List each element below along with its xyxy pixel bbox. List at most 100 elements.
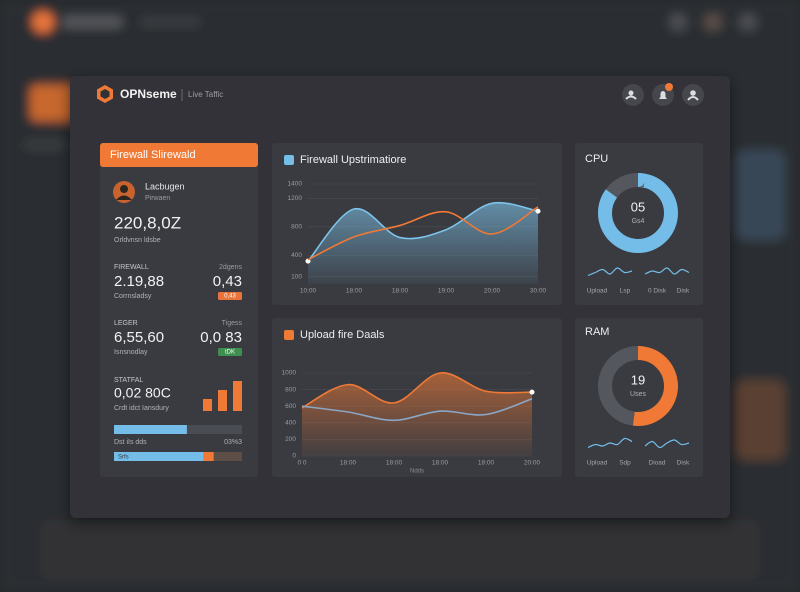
title-icon (284, 155, 294, 165)
donut-value: 19 (631, 372, 645, 387)
header-icons (622, 83, 704, 106)
title-icon (284, 330, 294, 340)
stat-label: LEGER (114, 320, 138, 327)
badge (218, 348, 242, 356)
progress-segment (203, 452, 214, 461)
line (307, 201, 539, 262)
chart-title: CPU (585, 153, 608, 165)
progress-segment (186, 425, 242, 434)
mini-bar (218, 390, 227, 411)
user-name: Lacbugen (145, 181, 185, 191)
users-button[interactable] (622, 84, 644, 106)
ram-card (575, 318, 703, 477)
progress-value: 03%3 (224, 439, 242, 446)
stat-side-label: 2dgens (219, 264, 242, 271)
y-tick-label: 400 (291, 252, 302, 259)
mini-bar (233, 381, 242, 411)
cpu-card (575, 143, 703, 305)
subtitle: Live Taffic (188, 90, 223, 99)
donut-label: Uses (630, 391, 646, 398)
donut-label: Gs4 (632, 218, 645, 225)
spark-label: Disk (677, 460, 690, 467)
card-header (100, 143, 258, 167)
donut-segment (598, 173, 678, 253)
x-tick-label: 0 0 (297, 460, 306, 467)
progress-segment (213, 452, 242, 461)
donut-segment (598, 346, 678, 426)
end-dot (535, 208, 541, 214)
y-tick-label: 100 (291, 274, 302, 281)
y-tick-label: 400 (285, 420, 296, 427)
y-tick-label: 800 (285, 386, 296, 393)
y-tick-label: 800 (291, 224, 302, 231)
stat-side-value: 0,43 (213, 273, 242, 290)
progress-segment (114, 452, 204, 461)
spark-label: Dioad (649, 460, 666, 467)
stat-label: FIREWALL (114, 264, 149, 271)
sparkline (644, 439, 690, 449)
card-title: Firewall Slirewald (110, 149, 196, 161)
brand: OPNseme (120, 87, 177, 101)
y-tick-label: 600 (285, 403, 296, 410)
badge-text: 0,43 (224, 294, 236, 300)
chart-title: Firewall Upstrimatiore (300, 154, 406, 166)
spark-label: Upload (587, 288, 608, 295)
avatar-body (116, 195, 132, 200)
x-tick-label: 18:00 (432, 460, 449, 467)
progress-segment (114, 425, 187, 434)
x-tick-label: 18:00 (340, 460, 357, 467)
x-tick-label: 18:00 (392, 288, 409, 295)
area (302, 372, 532, 456)
total: 220,8,0Z (114, 213, 181, 232)
spark-label: Sdp (619, 460, 631, 467)
donut-value: 05 (631, 199, 645, 214)
spark-label: Lsp (620, 288, 631, 295)
avatar-face (120, 185, 128, 193)
sparkline (587, 267, 633, 277)
stat-side-value: 0,0 83 (200, 329, 242, 346)
line (301, 372, 533, 409)
sparkline (587, 437, 633, 449)
stat-side-label: Tigess (222, 320, 243, 327)
x-tick-label: 30:00 (530, 288, 547, 295)
total-caption: Orldvnsn ldsbe (114, 237, 161, 244)
chart-title: Upload fire Daals (300, 329, 385, 341)
user-role: Pirwaen (145, 195, 170, 202)
y-tick-label: 1200 (288, 195, 303, 202)
status-label: STATFAL (114, 377, 143, 384)
spark-label: 0 Disk (648, 288, 667, 295)
logo (97, 85, 113, 103)
x-tick-label: 18:00 (386, 460, 403, 467)
end-dot (529, 389, 535, 395)
stat-value: 2.19,88 (114, 273, 164, 290)
x-tick-label: 19:00 (438, 288, 455, 295)
x-tick-label: 20:00 (484, 288, 501, 295)
y-tick-label: 1400 (288, 181, 303, 188)
mini-bar (203, 399, 212, 411)
line (307, 206, 539, 261)
sparkline (644, 267, 690, 275)
stat-caption: Corrnsladsy (114, 293, 152, 300)
status-value: 0,02 80C (114, 385, 171, 401)
y-tick-label: 1000 (282, 370, 297, 377)
badge (218, 292, 242, 300)
progress-label: Srfs (118, 454, 129, 460)
x-tick-label: 18:00 (346, 288, 363, 295)
stat-caption: Isnsnodlay (114, 349, 148, 356)
status-caption: Crdt idct Iansdury (114, 405, 169, 412)
progress-label: Dst iIs dds (114, 439, 147, 446)
stat-value: 6,55,60 (114, 329, 164, 346)
x-tick-label: 20:00 (524, 460, 541, 467)
x-tick-label: 10:00 (300, 288, 317, 295)
spark-label: Disk (677, 288, 690, 295)
x-axis-label: Ndds (410, 469, 424, 475)
x-tick-label: 18:00 (478, 460, 495, 467)
badge-text: tDK (225, 350, 235, 356)
line (301, 397, 533, 422)
y-tick-label: 200 (285, 436, 296, 443)
chart-title: RAM (585, 326, 609, 338)
y-tick-label: 0 (292, 453, 296, 460)
spark-label: Upload (587, 460, 608, 467)
area (308, 202, 538, 284)
